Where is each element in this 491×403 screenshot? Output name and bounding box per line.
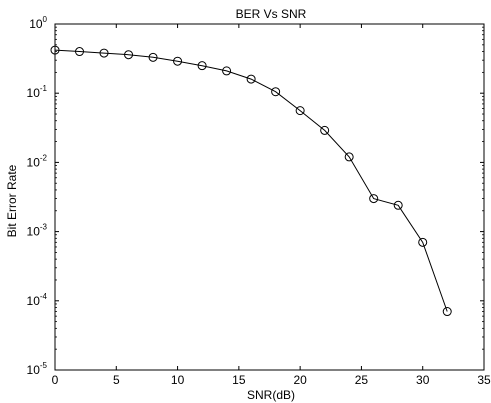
x-tick-label: 0 (52, 373, 59, 387)
data-point-marker (344, 152, 354, 162)
data-point-marker (295, 106, 305, 116)
data-point-marker (222, 66, 232, 76)
data-point-marker (442, 307, 452, 317)
x-tick-label: 25 (355, 373, 369, 387)
x-axis-label: SNR(dB) (247, 388, 295, 402)
y-tick-label: 100 (29, 15, 47, 31)
data-point-marker (197, 61, 207, 71)
data-point-marker (124, 50, 134, 60)
data-point-marker (50, 45, 60, 55)
plot-area-frame (54, 23, 485, 371)
y-tick-label: 10-4 (27, 292, 48, 308)
data-point-marker (148, 52, 158, 62)
data-point-marker (393, 200, 403, 210)
data-point-marker (173, 56, 183, 66)
data-point-marker (246, 74, 256, 84)
x-tick-label: 20 (293, 373, 307, 387)
data-point-marker (369, 194, 379, 204)
series-line (54, 49, 448, 312)
y-tick-label: 10-2 (27, 153, 48, 169)
y-tick-label: 10-5 (27, 361, 48, 377)
data-point-marker (418, 237, 428, 247)
data-point-marker (99, 48, 109, 58)
x-tick-label: 35 (477, 373, 491, 387)
data-point-marker (75, 47, 85, 57)
chart-title: BER Vs SNR (236, 7, 307, 21)
x-tick-label: 30 (416, 373, 430, 387)
x-tick-label: 10 (171, 373, 185, 387)
y-axis-label: Bit Error Rate (5, 164, 19, 237)
data-point-marker (271, 87, 281, 97)
y-tick-label: 10-1 (27, 84, 48, 100)
y-tick-label: 10-3 (27, 223, 48, 239)
x-tick-label: 5 (113, 373, 120, 387)
data-point-marker (320, 125, 330, 135)
x-tick-label: 15 (232, 373, 246, 387)
